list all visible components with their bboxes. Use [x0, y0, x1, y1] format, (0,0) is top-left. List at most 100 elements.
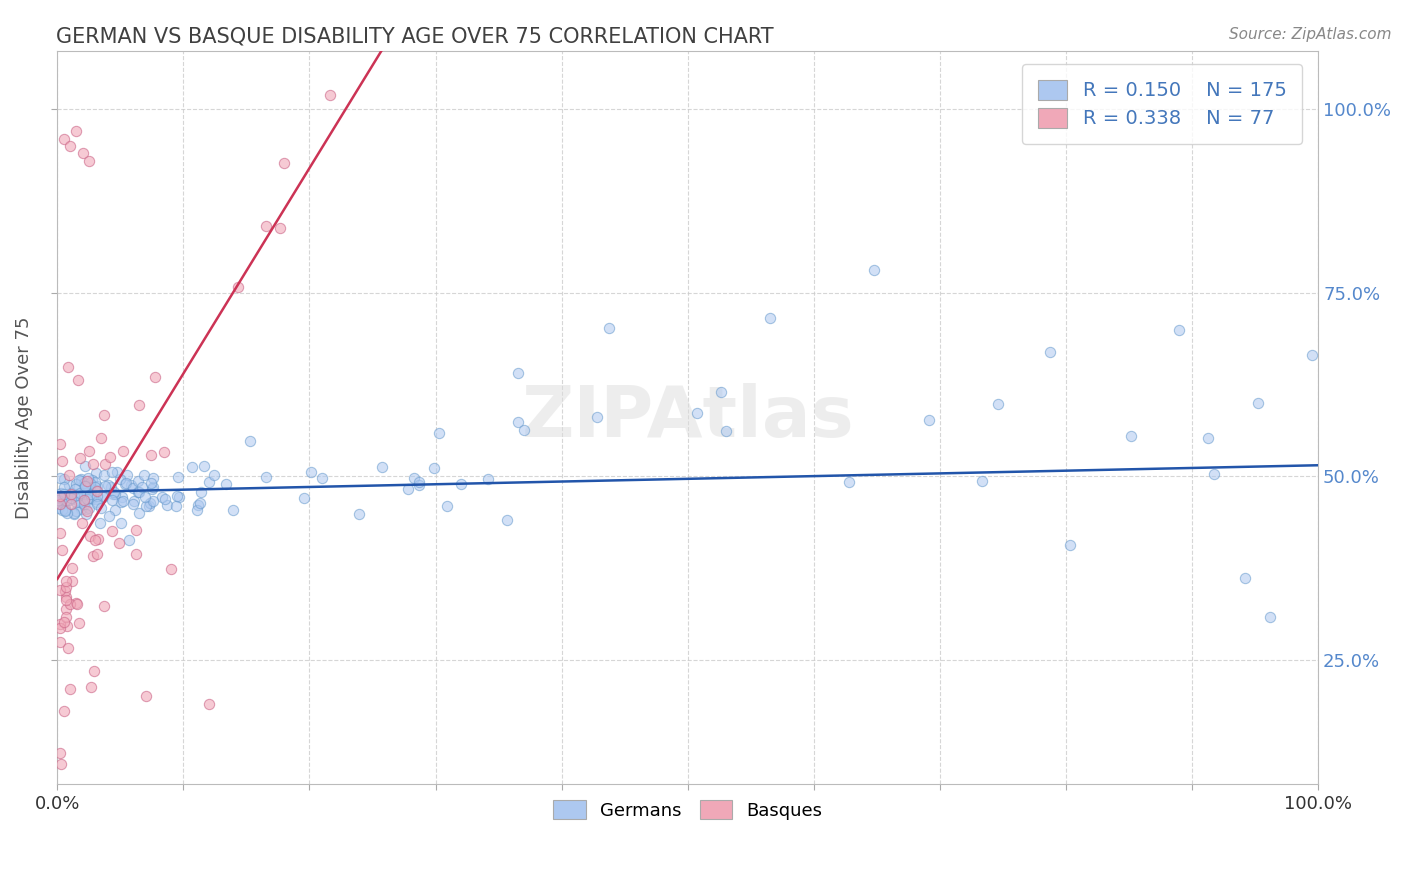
- Point: [104, 487, 127, 501]
- Point: [73, 459, 96, 474]
- Point: [51, 543, 73, 558]
- Point: [58, 478, 80, 492]
- Point: [972, 474, 994, 488]
- Point: [55, 593, 77, 607]
- Point: [121, 481, 143, 495]
- Point: [49, 494, 72, 508]
- Point: [72, 516, 94, 530]
- Point: [142, 479, 165, 493]
- Point: [52, 132, 75, 146]
- Point: [55, 590, 77, 604]
- Point: [292, 491, 315, 505]
- Point: [73, 483, 96, 498]
- Point: [86, 483, 108, 498]
- Point: [89, 516, 111, 530]
- Point: [53, 583, 76, 598]
- Point: [496, 513, 519, 527]
- Point: [193, 458, 215, 473]
- Point: [97, 477, 120, 491]
- Point: [65, 597, 87, 611]
- Point: [122, 497, 145, 511]
- Point: [69, 486, 91, 500]
- Point: [53, 504, 76, 518]
- Point: [125, 547, 148, 561]
- Point: [55, 492, 77, 507]
- Point: [114, 477, 136, 491]
- Point: [917, 413, 939, 427]
- Point: [396, 482, 419, 496]
- Text: ZIPAtlas: ZIPAtlas: [522, 383, 853, 452]
- Point: [52, 704, 75, 718]
- Point: [70, 502, 93, 516]
- Point: [838, 475, 860, 489]
- Point: [863, 263, 886, 277]
- Point: [48, 500, 70, 515]
- Point: [128, 398, 150, 412]
- Point: [49, 436, 72, 450]
- Point: [82, 457, 104, 471]
- Point: [152, 490, 174, 504]
- Point: [93, 490, 115, 504]
- Point: [299, 465, 322, 479]
- Point: [84, 467, 107, 481]
- Point: [73, 479, 96, 493]
- Point: [55, 580, 77, 594]
- Point: [141, 482, 163, 496]
- Point: [408, 475, 430, 489]
- Point: [49, 486, 72, 500]
- Point: [98, 508, 121, 523]
- Legend: Germans, Basques: Germans, Basques: [546, 793, 830, 827]
- Point: [197, 475, 219, 489]
- Point: [710, 384, 733, 399]
- Point: [142, 471, 165, 485]
- Point: [49, 497, 72, 511]
- Point: [77, 153, 100, 168]
- Point: [75, 507, 97, 521]
- Point: [65, 476, 87, 491]
- Point: [49, 617, 72, 632]
- Point: [1059, 538, 1081, 552]
- Point: [55, 610, 77, 624]
- Point: [111, 490, 134, 504]
- Point: [100, 480, 122, 494]
- Point: [53, 615, 76, 629]
- Point: [86, 489, 108, 503]
- Point: [56, 641, 79, 656]
- Point: [159, 562, 181, 576]
- Point: [79, 476, 101, 491]
- Point: [86, 547, 108, 561]
- Point: [73, 493, 96, 508]
- Point: [53, 480, 76, 494]
- Point: [80, 485, 103, 500]
- Point: [110, 495, 132, 509]
- Point: [1168, 323, 1191, 337]
- Point: [427, 425, 450, 440]
- Point: [101, 524, 124, 538]
- Point: [111, 444, 134, 458]
- Point: [77, 480, 100, 494]
- Point: [59, 597, 82, 611]
- Point: [759, 311, 782, 326]
- Point: [1247, 396, 1270, 410]
- Point: [49, 471, 72, 485]
- Point: [1198, 431, 1220, 445]
- Point: [75, 502, 97, 516]
- Point: [506, 366, 529, 380]
- Point: [598, 321, 620, 335]
- Point: [49, 756, 72, 771]
- Point: [49, 746, 72, 760]
- Point: [586, 409, 609, 424]
- Point: [186, 503, 208, 517]
- Point: [1233, 571, 1256, 585]
- Point: [53, 472, 76, 486]
- Point: [65, 495, 87, 509]
- Point: [118, 533, 141, 548]
- Point: [254, 219, 277, 233]
- Point: [117, 468, 139, 483]
- Point: [187, 498, 209, 512]
- Point: [190, 484, 212, 499]
- Point: [69, 474, 91, 488]
- Point: [228, 280, 250, 294]
- Point: [73, 475, 96, 490]
- Point: [1301, 348, 1323, 362]
